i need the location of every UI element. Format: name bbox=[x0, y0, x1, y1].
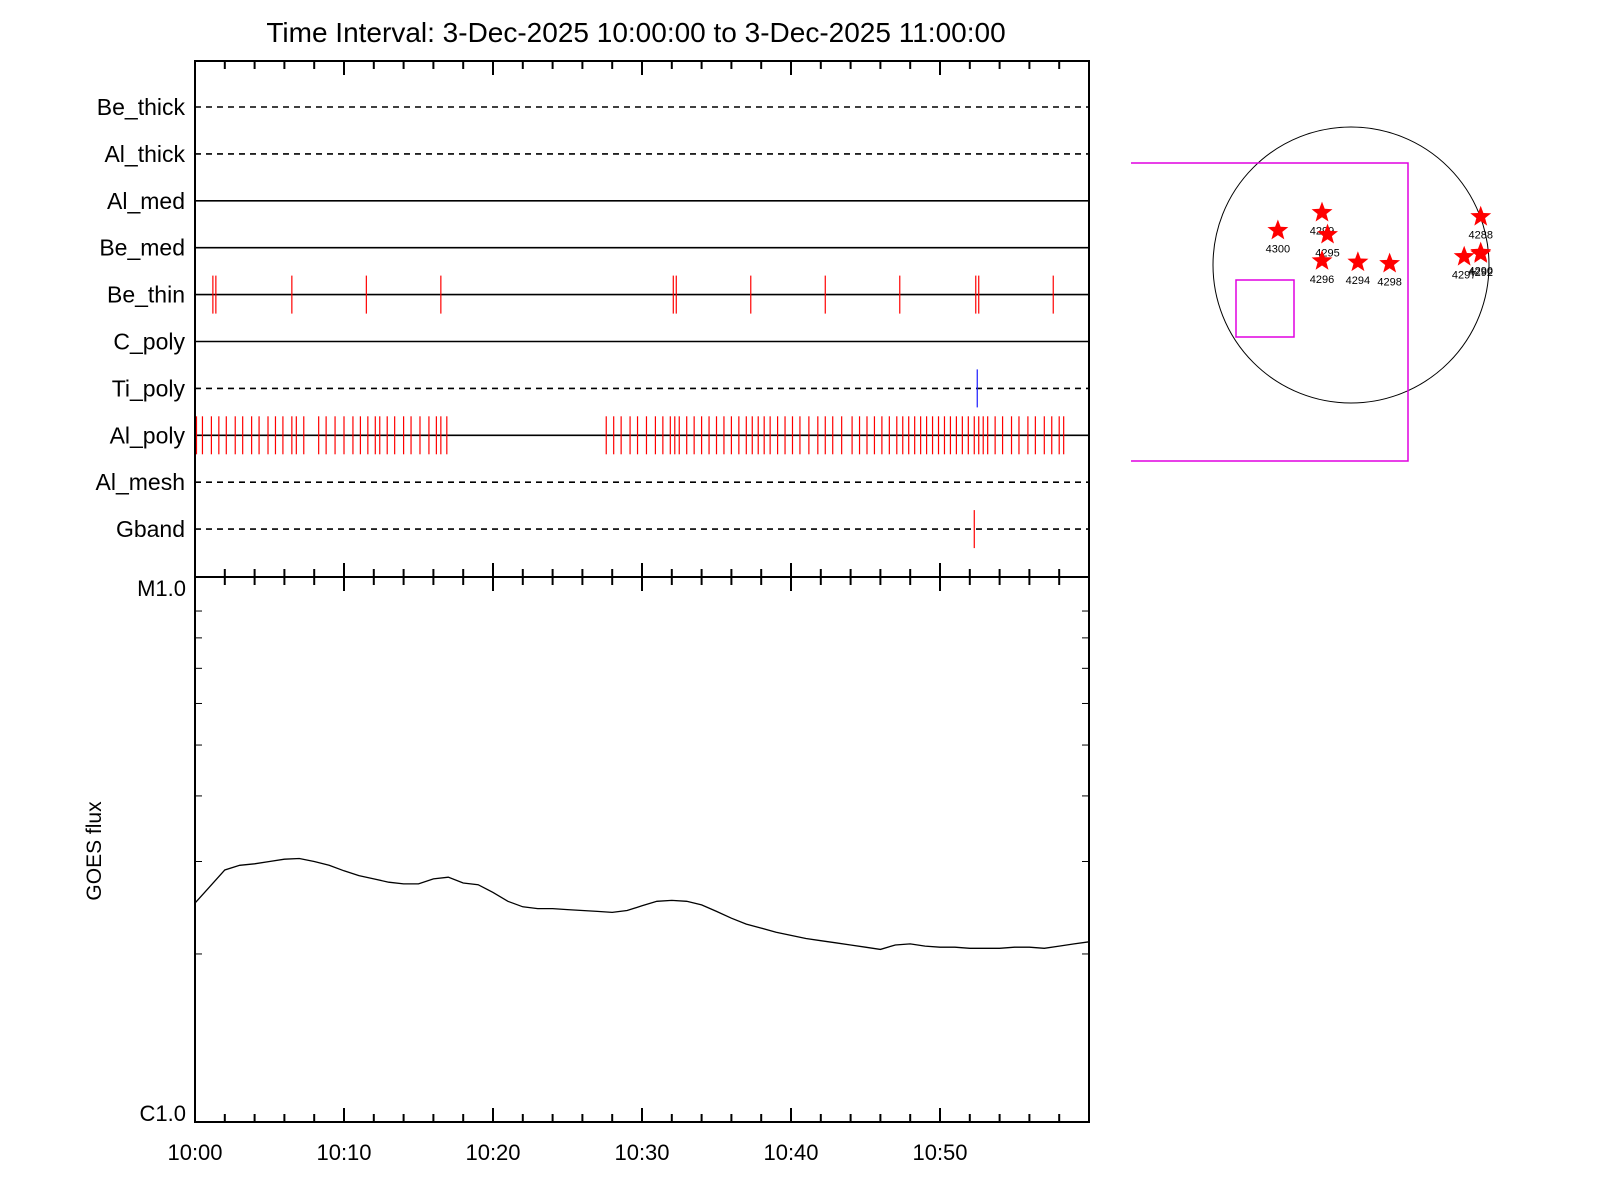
timeline-frame bbox=[194, 60, 1090, 578]
timeline-ticks bbox=[223, 61, 1061, 577]
chart-title: Time Interval: 3-Dec-2025 10:00:00 to 3-… bbox=[266, 17, 1005, 48]
x-tick-label: 10:20 bbox=[465, 1140, 520, 1165]
x-tick-label: 10:50 bbox=[912, 1140, 967, 1165]
goes-flux-line bbox=[194, 857, 1090, 951]
active-region-star bbox=[1311, 249, 1333, 270]
timeline-rows bbox=[195, 106, 1089, 530]
row-label-ti_poly: Ti_poly bbox=[112, 375, 186, 401]
y-tick-label-bottom: C1.0 bbox=[140, 1101, 186, 1126]
active-regions: 4299430042954296429442984297428842904292 bbox=[1266, 201, 1493, 289]
row-label-al_poly: Al_poly bbox=[110, 422, 186, 448]
goes-ticks bbox=[195, 577, 1089, 1122]
active-region-label: 4288 bbox=[1468, 230, 1492, 242]
active-region-star bbox=[1317, 223, 1338, 244]
y-tick-label-top: M1.0 bbox=[137, 576, 186, 601]
x-tick-label: 10:00 bbox=[167, 1140, 222, 1165]
active-region-label: 4298 bbox=[1377, 277, 1401, 289]
x-tick-label: 10:10 bbox=[316, 1140, 371, 1165]
active-region-star bbox=[1347, 251, 1369, 272]
solar-disk-map: 4299430042954296429442984297428842904292 bbox=[1131, 126, 1493, 462]
active-region-star bbox=[1470, 205, 1492, 226]
active-region-star bbox=[1379, 252, 1401, 273]
y-axis-label: GOES flux bbox=[83, 801, 106, 901]
active-region-label: 4292 bbox=[1468, 267, 1492, 279]
active-region-label: 4296 bbox=[1310, 274, 1334, 286]
row-label-al_thick: Al_thick bbox=[104, 141, 185, 167]
row-label-gband: Gband bbox=[116, 516, 185, 542]
active-region-label: 4300 bbox=[1266, 244, 1290, 256]
active-region-star bbox=[1311, 201, 1333, 222]
x-tick-label: 10:40 bbox=[763, 1140, 818, 1165]
row-label-c_poly: C_poly bbox=[113, 329, 185, 355]
x-tick-labels: 10:00 10:10 10:20 10:30 10:40 10:50 bbox=[167, 1140, 967, 1165]
fov-box-small bbox=[1235, 279, 1295, 338]
x-tick-label: 10:30 bbox=[614, 1140, 669, 1165]
active-region-label: 4294 bbox=[1346, 275, 1370, 287]
active-region-star bbox=[1453, 245, 1475, 266]
active-region-star bbox=[1470, 243, 1492, 263]
timeline-row-labels: Be_thick Al_thick Al_med Be_med Be_thin C_pol… bbox=[96, 94, 186, 542]
timeline-panel: Be_thick Al_thick Al_med Be_med Be_thin C_pol… bbox=[96, 60, 1090, 578]
row-label-al_mesh: Al_mesh bbox=[96, 469, 185, 495]
goes-panel: M1.0 C1.0 GOES flux 10:00 10:10 10:20 10:30… bbox=[83, 576, 1090, 1165]
timeline-marks bbox=[195, 275, 1065, 549]
row-label-al_med: Al_med bbox=[107, 188, 185, 214]
active-region-star bbox=[1267, 219, 1289, 240]
row-label-be_med: Be_med bbox=[99, 235, 185, 261]
row-label-be_thin: Be_thin bbox=[107, 282, 185, 308]
solar-disk bbox=[1212, 126, 1490, 404]
active-region-label: 4290 bbox=[1468, 266, 1492, 278]
goes-frame bbox=[194, 576, 1090, 1123]
row-label-be_thick: Be_thick bbox=[97, 94, 186, 120]
active-region-label: 4297 bbox=[1452, 270, 1476, 282]
fov-box-large bbox=[1131, 162, 1409, 462]
